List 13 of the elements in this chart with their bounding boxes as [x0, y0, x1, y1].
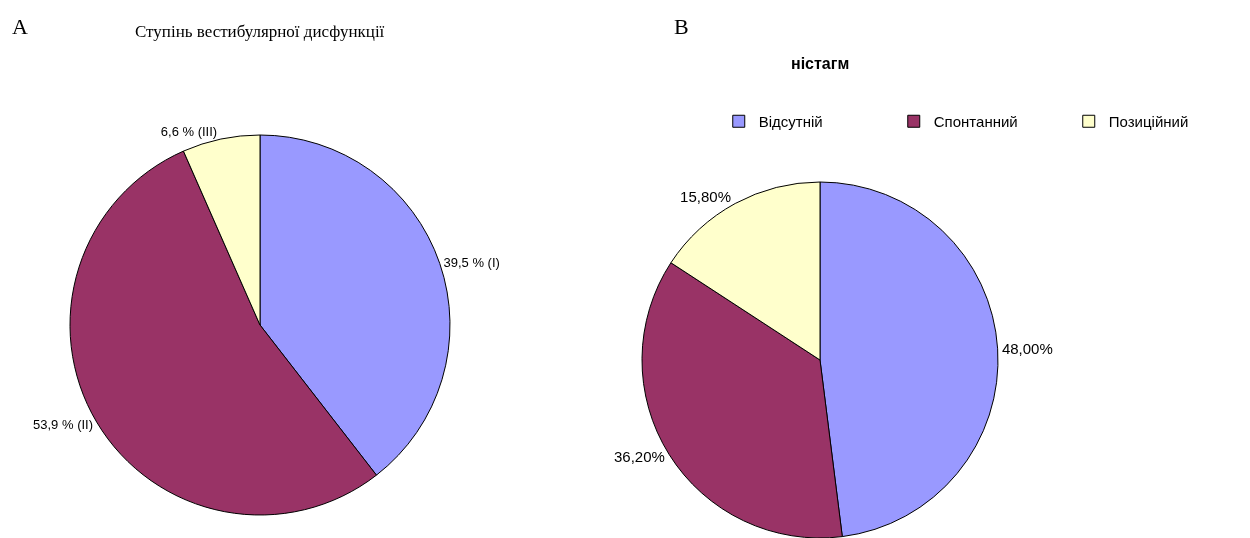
- data-label: 39,5 % (I): [443, 255, 500, 271]
- data-label: 36,20%: [613, 448, 665, 466]
- text: B: [674, 14, 689, 39]
- legend-label: Відсутній: [758, 113, 823, 131]
- data-label: 48,00%: [1001, 340, 1053, 358]
- legend-label: Спонтанний: [933, 113, 1018, 131]
- data-label: 15,80%: [680, 188, 731, 206]
- legend-label: Позиційний: [1108, 113, 1189, 131]
- chart-title: ністагм: [791, 55, 850, 72]
- data-label: 6,6 % (III): [160, 124, 218, 140]
- data-label: 53,9 % (II): [33, 416, 94, 432]
- chart-title: Ступінь вестибулярної дисфункції: [135, 22, 385, 41]
- text: A: [12, 14, 28, 39]
